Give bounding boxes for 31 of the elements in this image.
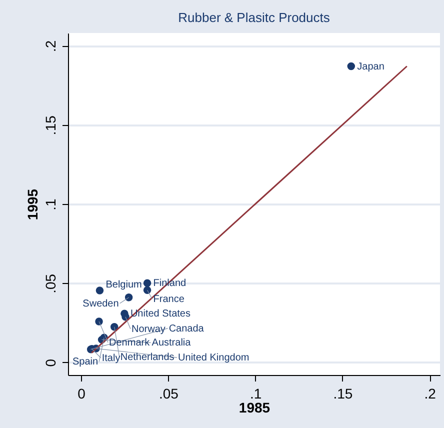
- annotation: Denmark: [109, 337, 151, 348]
- y-tick-label: .15: [42, 115, 58, 136]
- x-tick-label: .05: [158, 386, 179, 402]
- y-tick-label: .1: [42, 198, 58, 210]
- point: [124, 294, 133, 302]
- point: [96, 286, 104, 294]
- x-tick-label: .15: [333, 386, 353, 402]
- annotation: Italy: [102, 352, 120, 364]
- y-tick-label: .2: [42, 40, 58, 52]
- x-axis-title: 1985: [238, 400, 270, 416]
- y-axis-title: 1995: [24, 188, 40, 220]
- annotation: Netherlands: [120, 352, 174, 363]
- annotation: Australia: [152, 338, 192, 349]
- point: [347, 62, 356, 70]
- annotation: Belgium: [106, 279, 142, 290]
- point: [143, 279, 152, 288]
- x-tick-label: 0: [78, 386, 86, 402]
- annotation: United Kingdom: [178, 352, 250, 364]
- y-tick-label: .05: [42, 274, 58, 294]
- annotation: Spain: [72, 356, 98, 368]
- annotation: Canada: [168, 323, 204, 334]
- x-tick-label: .2: [424, 386, 436, 402]
- point: [143, 286, 152, 294]
- x-tick-label: .1: [250, 386, 262, 402]
- chart-title: Rubber & Plasitc Products: [178, 10, 330, 25]
- annotation: France: [153, 294, 185, 306]
- y-tick-label: 0: [42, 358, 58, 367]
- annotation: Japan: [357, 61, 384, 72]
- annotation: Norway: [132, 324, 166, 335]
- point: [95, 318, 103, 326]
- annotation: Sweden: [82, 298, 119, 310]
